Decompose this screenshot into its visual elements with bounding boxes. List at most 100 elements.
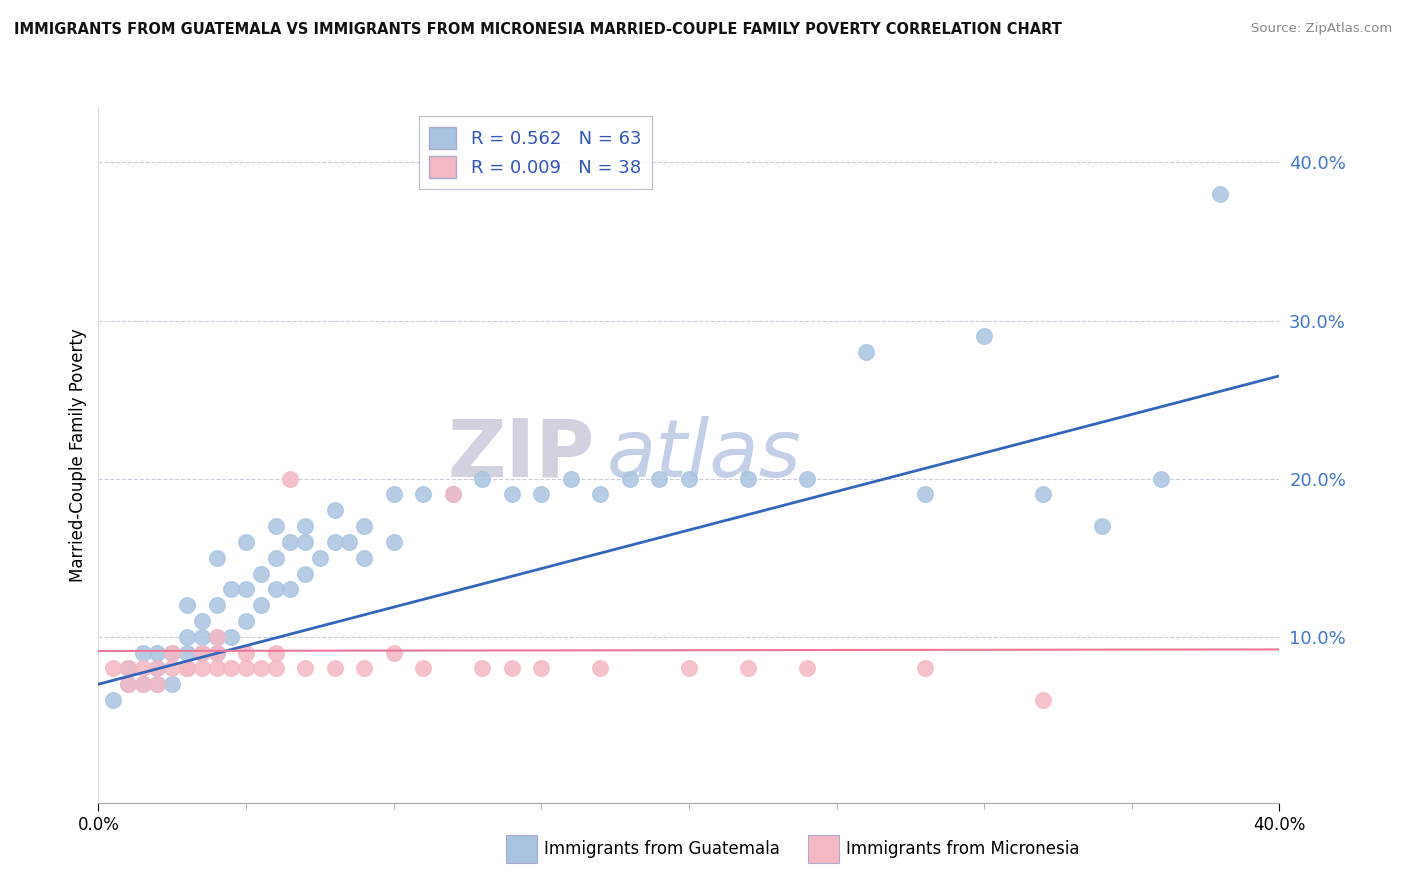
Point <box>205 646 228 660</box>
Point <box>235 614 257 628</box>
Point <box>323 661 346 675</box>
Point <box>294 534 316 549</box>
Point <box>278 582 302 597</box>
Point <box>353 661 375 675</box>
Point <box>589 487 612 501</box>
Point <box>337 534 360 549</box>
Point <box>648 472 671 486</box>
Point <box>560 472 582 486</box>
Point <box>146 646 169 660</box>
Point <box>914 487 936 501</box>
Point <box>264 646 287 660</box>
Point <box>914 661 936 675</box>
Point <box>250 566 273 581</box>
Point <box>146 661 169 675</box>
Point <box>205 661 228 675</box>
Text: Source: ZipAtlas.com: Source: ZipAtlas.com <box>1251 22 1392 36</box>
Point <box>796 472 818 486</box>
Point <box>382 487 405 501</box>
Point <box>294 519 316 533</box>
Point <box>235 582 257 597</box>
Point <box>294 566 316 581</box>
Point <box>162 646 183 660</box>
Point <box>323 503 346 517</box>
Point <box>146 677 169 691</box>
Point <box>264 519 287 533</box>
Point <box>441 487 464 501</box>
Point <box>205 598 228 612</box>
Point <box>264 550 287 565</box>
Point <box>1032 693 1054 707</box>
Point <box>250 661 273 675</box>
Point <box>530 487 553 501</box>
Point <box>176 661 198 675</box>
Point <box>132 677 155 691</box>
Point <box>382 534 405 549</box>
Point <box>441 487 464 501</box>
Point <box>855 345 877 359</box>
Point <box>219 630 242 644</box>
Point <box>278 534 302 549</box>
Point <box>235 534 257 549</box>
Point <box>205 550 228 565</box>
Point <box>162 661 183 675</box>
Point <box>117 661 139 675</box>
Point <box>1150 472 1173 486</box>
Point <box>412 661 434 675</box>
Point <box>205 646 228 660</box>
Point <box>103 693 125 707</box>
Point <box>264 582 287 597</box>
Point <box>412 487 434 501</box>
Point <box>796 661 818 675</box>
Point <box>176 661 198 675</box>
Point <box>471 661 494 675</box>
Point <box>501 487 523 501</box>
Point <box>191 661 214 675</box>
Point <box>278 472 302 486</box>
Point <box>530 661 553 675</box>
Point <box>235 661 257 675</box>
Point <box>132 661 155 675</box>
Legend: R = 0.562   N = 63, R = 0.009   N = 38: R = 0.562 N = 63, R = 0.009 N = 38 <box>419 116 652 189</box>
Point <box>176 646 198 660</box>
Point <box>973 329 995 343</box>
Point <box>132 646 155 660</box>
Point <box>1032 487 1054 501</box>
Point <box>176 598 198 612</box>
Point <box>176 661 198 675</box>
Point <box>162 646 183 660</box>
Point <box>1209 186 1232 201</box>
Point <box>191 614 214 628</box>
Point <box>103 661 125 675</box>
Point <box>191 646 214 660</box>
Point <box>117 677 139 691</box>
Point <box>589 661 612 675</box>
Point <box>309 550 332 565</box>
Point <box>117 661 139 675</box>
Point <box>219 582 242 597</box>
Point <box>235 646 257 660</box>
Point <box>264 661 287 675</box>
Point <box>619 472 641 486</box>
Point <box>191 630 214 644</box>
Point <box>205 630 228 644</box>
Text: IMMIGRANTS FROM GUATEMALA VS IMMIGRANTS FROM MICRONESIA MARRIED-COUPLE FAMILY PO: IMMIGRANTS FROM GUATEMALA VS IMMIGRANTS … <box>14 22 1062 37</box>
Point <box>162 677 183 691</box>
Point <box>146 677 169 691</box>
Point <box>737 661 759 675</box>
Text: ZIP: ZIP <box>447 416 595 494</box>
Point <box>678 472 700 486</box>
Point <box>501 661 523 675</box>
Point <box>117 677 139 691</box>
Point <box>678 661 700 675</box>
Point <box>294 661 316 675</box>
Point <box>323 534 346 549</box>
Point <box>1091 519 1114 533</box>
Y-axis label: Married-Couple Family Poverty: Married-Couple Family Poverty <box>69 328 87 582</box>
Text: Immigrants from Guatemala: Immigrants from Guatemala <box>544 840 780 858</box>
Point <box>205 630 228 644</box>
Point <box>146 661 169 675</box>
Point <box>737 472 759 486</box>
Text: atlas: atlas <box>606 416 801 494</box>
Point <box>132 677 155 691</box>
